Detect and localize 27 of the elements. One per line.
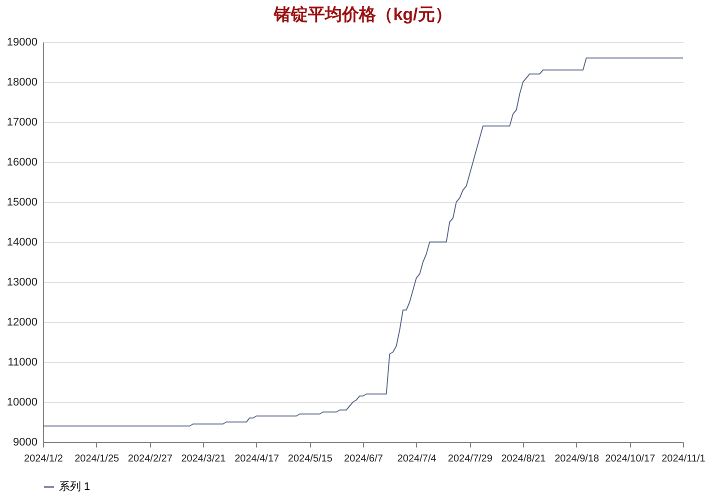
x-tick-label: 2024/9/18 (554, 454, 600, 464)
x-tick-label: 2024/3/21 (181, 454, 226, 464)
y-tick-label: 18000 (6, 76, 38, 88)
x-tick-label: 2024/11/1 (662, 454, 706, 464)
chart-title: 锗锭平均价格（kg/元） (273, 5, 452, 24)
y-tick-label: 9000 (13, 436, 38, 448)
x-tick-label: 2024/7/29 (448, 454, 493, 464)
y-tick-label: 19000 (6, 36, 38, 48)
x-tick-label: 2024/5/15 (288, 454, 333, 464)
x-tick-label: 2024/8/21 (501, 454, 546, 464)
y-tick-label: 17000 (6, 116, 38, 128)
x-tick-label: 2024/7/4 (397, 454, 437, 464)
y-tick-label: 16000 (6, 156, 38, 168)
y-tick-label: 13000 (6, 276, 38, 288)
x-tick-label: 2024/1/2 (24, 454, 64, 464)
y-tick-label: 12000 (6, 316, 38, 328)
x-tick-label: 2024/2/27 (128, 454, 173, 464)
x-tick-label: 2024/6/7 (344, 454, 384, 464)
line-series (42, 58, 684, 426)
y-tick-label: 15000 (6, 196, 38, 208)
legend-label: 系列 1 (59, 480, 90, 493)
y-tick-label: 10000 (6, 396, 38, 408)
x-tick-label: 2024/1/25 (74, 454, 120, 464)
y-tick-label: 14000 (6, 236, 38, 248)
x-tick-label: 2024/10/17 (605, 454, 656, 464)
y-tick-label: 11000 (8, 356, 38, 368)
x-tick-label: 2024/4/17 (234, 454, 280, 464)
